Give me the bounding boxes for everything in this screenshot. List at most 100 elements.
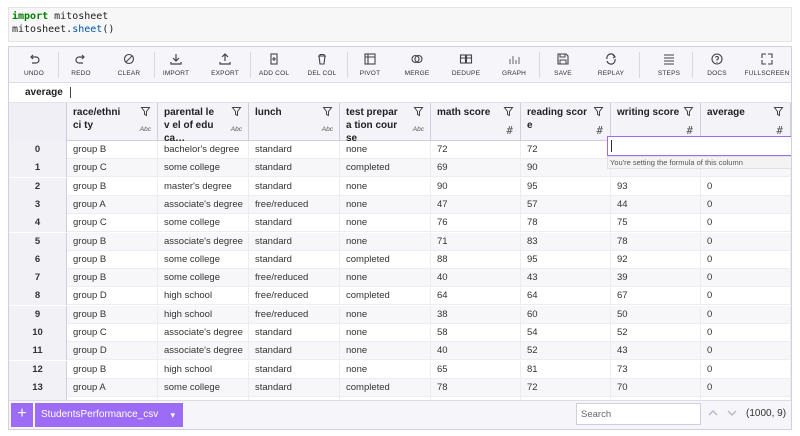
row-index[interactable]: 5	[9, 232, 67, 251]
filter-icon[interactable]	[683, 106, 694, 117]
table-cell[interactable]: 54	[521, 324, 611, 342]
filter-icon[interactable]	[140, 106, 151, 117]
table-cell[interactable]: some college	[158, 159, 249, 178]
table-cell[interactable]: completed	[340, 159, 431, 178]
table-cell[interactable]: group B	[67, 177, 158, 196]
table-cell[interactable]: 38	[431, 305, 521, 324]
table-cell[interactable]: 0	[701, 342, 791, 361]
table-cell[interactable]: 90	[521, 159, 611, 178]
table-cell[interactable]: bachelor's degree	[158, 141, 249, 159]
row-index[interactable]: 12	[9, 360, 67, 379]
table-cell[interactable]: master's degree	[158, 177, 249, 196]
filter-icon[interactable]	[503, 106, 514, 117]
table-cell[interactable]: 78	[431, 378, 521, 397]
table-cell[interactable]: group B	[67, 232, 158, 251]
table-cell[interactable]: none	[340, 214, 431, 233]
column-header-writing-score[interactable]: writing score #	[611, 103, 701, 141]
table-cell[interactable]: group A	[67, 195, 158, 214]
table-cell[interactable]: group B	[67, 305, 158, 324]
table-cell[interactable]: 72	[521, 141, 611, 159]
table-cell[interactable]: none	[340, 305, 431, 324]
toolbar-button-add-col[interactable]: ADD COL	[250, 47, 298, 83]
column-header-lunch[interactable]: lunch Abc	[249, 103, 340, 141]
column-header-parental-level-of-education[interactable]: parental lev el of educa… Abc	[158, 103, 249, 144]
table-cell[interactable]: some college	[158, 250, 249, 269]
toolbar-button-graph[interactable]: GRAPH	[490, 47, 538, 83]
add-sheet-button[interactable]: +	[11, 403, 33, 427]
table-cell[interactable]: some college	[158, 214, 249, 233]
table-cell[interactable]: standard	[249, 159, 340, 178]
table-cell[interactable]: none	[340, 141, 431, 159]
toolbar-button-redo[interactable]: REDO	[57, 47, 105, 83]
table-cell[interactable]: standard	[249, 141, 340, 159]
filter-icon[interactable]	[773, 106, 784, 117]
table-cell[interactable]: group C	[67, 214, 158, 233]
table-cell[interactable]: standard	[249, 360, 340, 379]
toolbar-button-steps[interactable]: STEPS	[645, 47, 693, 83]
toolbar-button-docs[interactable]: DOCS	[693, 47, 741, 83]
column-header-reading-score[interactable]: reading scor e #	[521, 103, 611, 141]
filter-icon[interactable]	[322, 106, 333, 117]
table-cell[interactable]: 0	[701, 214, 791, 233]
table-cell[interactable]: standard	[249, 232, 340, 251]
table-cell[interactable]: group A	[67, 378, 158, 397]
table-cell[interactable]: 0	[701, 250, 791, 269]
toolbar-button-pivot[interactable]: PIVOT	[346, 47, 394, 83]
search-box[interactable]	[576, 403, 701, 425]
row-index[interactable]: 8	[9, 287, 67, 306]
table-cell[interactable]: 43	[611, 342, 701, 361]
table-cell[interactable]: group D	[67, 342, 158, 361]
table-cell[interactable]: none	[340, 342, 431, 361]
table-cell[interactable]: high school	[158, 287, 249, 306]
table-cell[interactable]: completed	[340, 378, 431, 397]
code-cell[interactable]: import mitosheet mitosheet.sheet()	[8, 7, 792, 42]
cell-editor-input[interactable]	[607, 136, 791, 156]
table-cell[interactable]: 60	[521, 305, 611, 324]
table-cell[interactable]: 0	[701, 324, 791, 342]
table-cell[interactable]: 0	[701, 177, 791, 196]
table-cell[interactable]: none	[340, 324, 431, 342]
table-cell[interactable]: group B	[67, 141, 158, 159]
column-header-math-score[interactable]: math score #	[431, 103, 521, 141]
table-cell[interactable]: 40	[431, 342, 521, 361]
toolbar-button-replay[interactable]: REPLAY	[587, 47, 635, 83]
toolbar-button-dedupe[interactable]: DEDUPE	[442, 47, 490, 83]
table-cell[interactable]: 52	[521, 342, 611, 361]
table-cell[interactable]: 78	[521, 214, 611, 233]
column-header-test-preparation-course[interactable]: test prepara tion course Abc	[340, 103, 431, 144]
table-cell[interactable]: free/reduced	[249, 269, 340, 288]
table-cell[interactable]: none	[340, 177, 431, 196]
search-input[interactable]	[577, 404, 700, 424]
chevron-down-icon[interactable]	[725, 406, 739, 420]
row-index[interactable]: 2	[9, 177, 67, 196]
table-cell[interactable]: 95	[521, 177, 611, 196]
row-index[interactable]: 9	[9, 305, 67, 324]
table-cell[interactable]: 76	[431, 214, 521, 233]
table-cell[interactable]: standard	[249, 342, 340, 361]
table-cell[interactable]: completed	[340, 250, 431, 269]
table-cell[interactable]: 93	[611, 177, 701, 196]
table-cell[interactable]: 65	[431, 360, 521, 379]
table-cell[interactable]: 70	[611, 378, 701, 397]
table-cell[interactable]: group C	[67, 324, 158, 342]
row-index[interactable]: 3	[9, 195, 67, 214]
table-cell[interactable]: 57	[521, 195, 611, 214]
table-cell[interactable]: 83	[521, 232, 611, 251]
table-cell[interactable]: 64	[521, 287, 611, 306]
table-cell[interactable]: 92	[611, 250, 701, 269]
table-cell[interactable]: high school	[158, 360, 249, 379]
table-cell[interactable]: group B	[67, 269, 158, 288]
toolbar-button-save[interactable]: SAVE	[539, 47, 587, 83]
table-cell[interactable]: 75	[611, 214, 701, 233]
table-cell[interactable]: 67	[611, 287, 701, 306]
table-cell[interactable]: 73	[611, 360, 701, 379]
table-cell[interactable]: free/reduced	[249, 195, 340, 214]
table-cell[interactable]: 50	[611, 305, 701, 324]
table-cell[interactable]: none	[340, 269, 431, 288]
table-cell[interactable]: 64	[431, 287, 521, 306]
row-index[interactable]: 0	[9, 141, 67, 159]
row-index[interactable]: 4	[9, 214, 67, 233]
toolbar-button-export[interactable]: EXPORT	[201, 47, 249, 83]
table-cell[interactable]: group B	[67, 250, 158, 269]
row-index[interactable]: 6	[9, 250, 67, 269]
